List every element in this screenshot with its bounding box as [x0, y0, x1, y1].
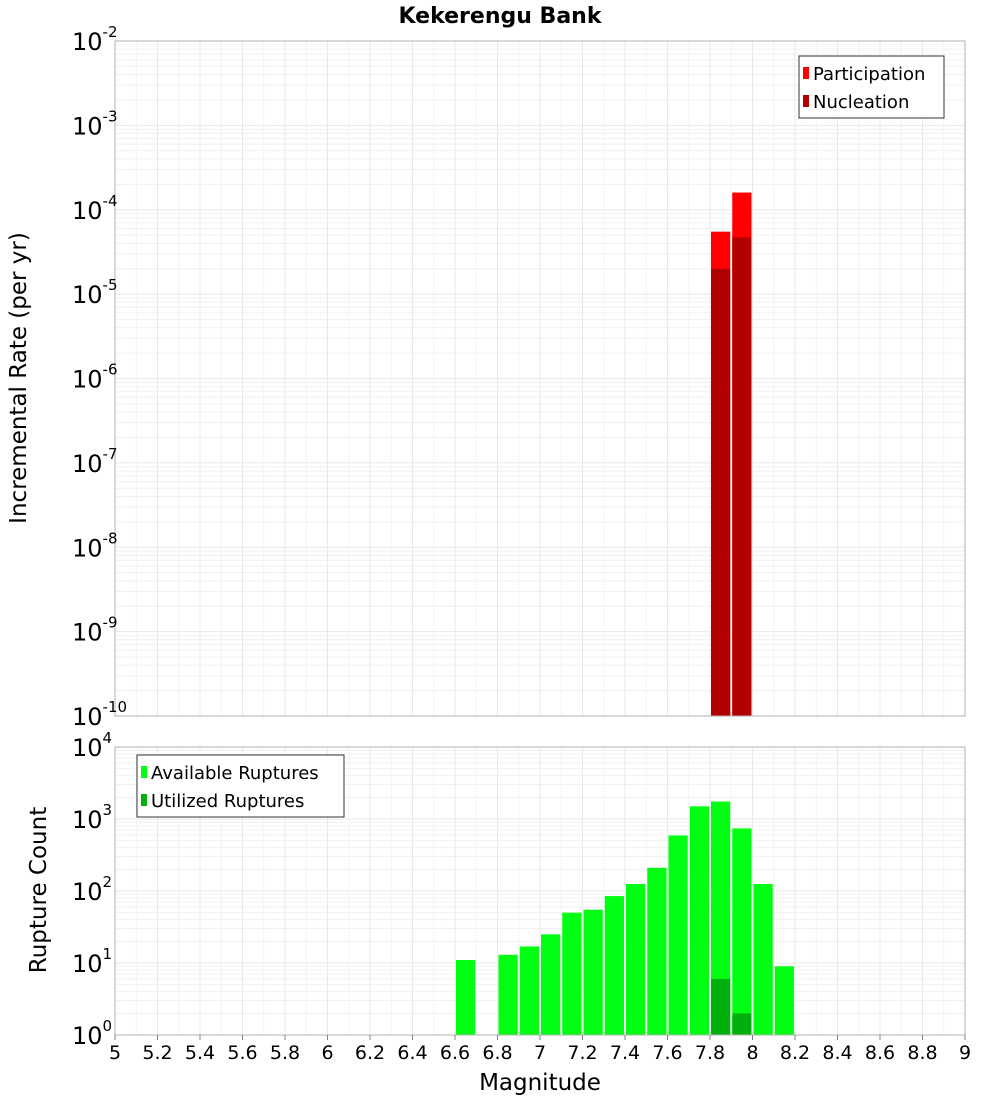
top-grid [114, 40, 966, 717]
x-tick-label: 5.8 [270, 1042, 300, 1064]
bottom-legend: Available Ruptures Utilized Ruptures [136, 754, 345, 818]
x-tick-label: 8.6 [865, 1042, 895, 1064]
y-tick-label: 10-6 [72, 361, 118, 394]
bar-utilized-ruptures [732, 1013, 752, 1035]
bottom-y-axis-label: Rupture Count [26, 807, 52, 973]
top-bars [711, 192, 752, 717]
bar-nucleation [732, 237, 752, 716]
bar-available-ruptures [541, 934, 561, 1035]
bar-utilized-ruptures [711, 978, 731, 1035]
bar-available-ruptures [498, 954, 518, 1035]
x-tick-label: 5.4 [185, 1042, 215, 1064]
x-tick-label: 7.8 [695, 1042, 725, 1064]
bar-available-ruptures [732, 828, 752, 1035]
x-tick-label: 6.4 [397, 1042, 427, 1064]
bar-available-ruptures [689, 806, 709, 1035]
x-tick-label: 8.8 [907, 1042, 937, 1064]
x-tick-label: 6 [321, 1042, 333, 1064]
legend-swatch [803, 67, 809, 79]
x-ticks: 5 5.2 5.4 5.6 5.8 6 6.2 6.4 6.6 6.8 7 7.2 7.4 7.6 7.8 8… [109, 1035, 971, 1064]
y-tick-label: 10-9 [72, 614, 118, 647]
legend-swatch [141, 794, 147, 806]
bar-available-ruptures [562, 912, 582, 1035]
x-tick-label: 5.2 [142, 1042, 172, 1064]
x-tick-label: 7 [534, 1042, 546, 1064]
top-plot-frame [114, 40, 966, 717]
x-tick-label: 7.2 [567, 1042, 597, 1064]
top-y-axis-label: Incremental Rate (per yr) [6, 232, 32, 524]
bar-available-ruptures [456, 960, 476, 1035]
y-tick-label: 10-2 [72, 23, 118, 56]
y-tick-label: 104 [72, 729, 112, 762]
top-panel: 10-2 10-3 10-4 10-5 10-6 10-7 10-8 10-9 10-10 In… [6, 23, 966, 731]
bar-available-ruptures [711, 801, 731, 1035]
y-tick-label: 103 [72, 801, 112, 834]
bar-available-ruptures [583, 909, 603, 1035]
y-tick-label: 102 [72, 873, 112, 906]
bar-nucleation [711, 268, 731, 716]
bar-available-ruptures [519, 946, 539, 1035]
x-tick-label: 8 [746, 1042, 758, 1064]
x-tick-label: 8.4 [822, 1042, 852, 1064]
bottom-bars [456, 801, 794, 1035]
bottom-y-ticks: 104 103 102 101 100 [72, 729, 112, 1050]
y-tick-label: 10-7 [72, 445, 118, 478]
bottom-panel: 104 103 102 101 100 5 5.2 5.4 5.6 5.8 6 6.2 6.4 6.6 6… [26, 729, 971, 1096]
x-tick-label: 9 [959, 1042, 971, 1064]
x-axis-label: Magnitude [479, 1070, 601, 1096]
y-tick-label: 10-5 [72, 276, 118, 309]
x-tick-label: 6.2 [355, 1042, 385, 1064]
y-tick-label: 10-10 [72, 698, 127, 731]
legend-swatch [803, 95, 809, 107]
x-tick-label: 7.4 [610, 1042, 640, 1064]
x-tick-label: 5.6 [227, 1042, 257, 1064]
x-tick-label: 5 [109, 1042, 121, 1064]
bar-available-ruptures [668, 835, 688, 1035]
y-tick-label: 101 [72, 945, 112, 978]
bar-available-ruptures [604, 896, 624, 1035]
chart-title: Kekerengu Bank [399, 4, 603, 29]
bar-available-ruptures [647, 867, 667, 1035]
top-legend: Participation Nucleation [798, 55, 945, 119]
legend-box [136, 754, 345, 818]
bar-available-ruptures [753, 884, 773, 1035]
legend-swatch [141, 766, 147, 778]
bar-available-ruptures [626, 884, 646, 1035]
y-tick-label: 10-8 [72, 529, 118, 562]
y-tick-label: 100 [72, 1017, 112, 1050]
x-tick-label: 7.6 [652, 1042, 682, 1064]
y-tick-label: 10-4 [72, 192, 118, 225]
legend-label: Available Ruptures [151, 763, 319, 784]
legend-label: Utilized Ruptures [151, 791, 304, 812]
x-tick-label: 6.6 [440, 1042, 470, 1064]
legend-box [798, 55, 945, 119]
legend-label: Nucleation [813, 92, 909, 113]
bar-available-ruptures [774, 966, 794, 1035]
x-tick-label: 8.2 [780, 1042, 810, 1064]
legend-label: Participation [813, 64, 925, 85]
x-tick-label: 6.8 [482, 1042, 512, 1064]
top-y-ticks: 10-2 10-3 10-4 10-5 10-6 10-7 10-8 10-9 10-10 [72, 23, 127, 731]
y-tick-label: 10-3 [72, 107, 118, 140]
